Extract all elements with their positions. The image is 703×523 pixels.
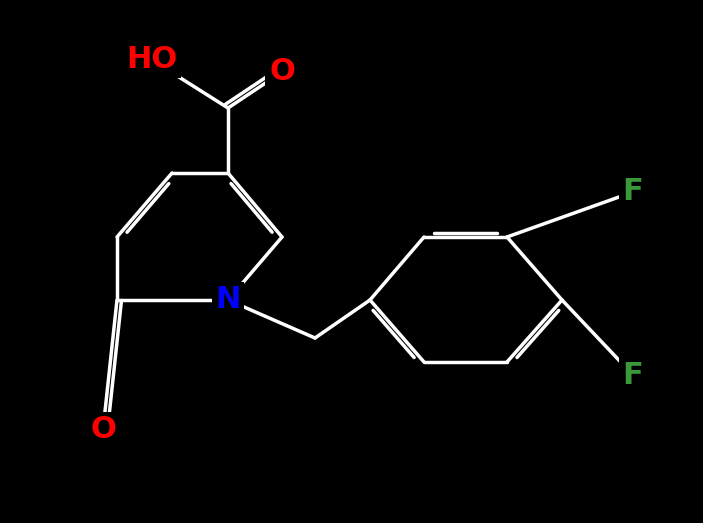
Text: O: O — [90, 415, 116, 445]
Text: F: F — [623, 360, 643, 390]
Text: F: F — [623, 177, 643, 207]
Text: N: N — [215, 286, 240, 314]
Text: O: O — [269, 58, 295, 86]
Text: HO: HO — [127, 46, 178, 74]
